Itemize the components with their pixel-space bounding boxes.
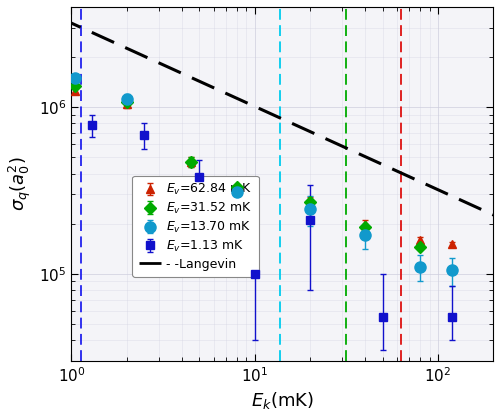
X-axis label: $E_k$(mK): $E_k$(mK) [250,390,314,411]
Legend: $E_v$=62.84 mK, $E_v$=31.52 mK, $E_v$=13.70 mK, $E_v$=1.13 mK, - -Langevin: $E_v$=62.84 mK, $E_v$=31.52 mK, $E_v$=13… [132,176,258,277]
Y-axis label: $\sigma_q(a_0^2)$: $\sigma_q(a_0^2)$ [7,157,33,212]
